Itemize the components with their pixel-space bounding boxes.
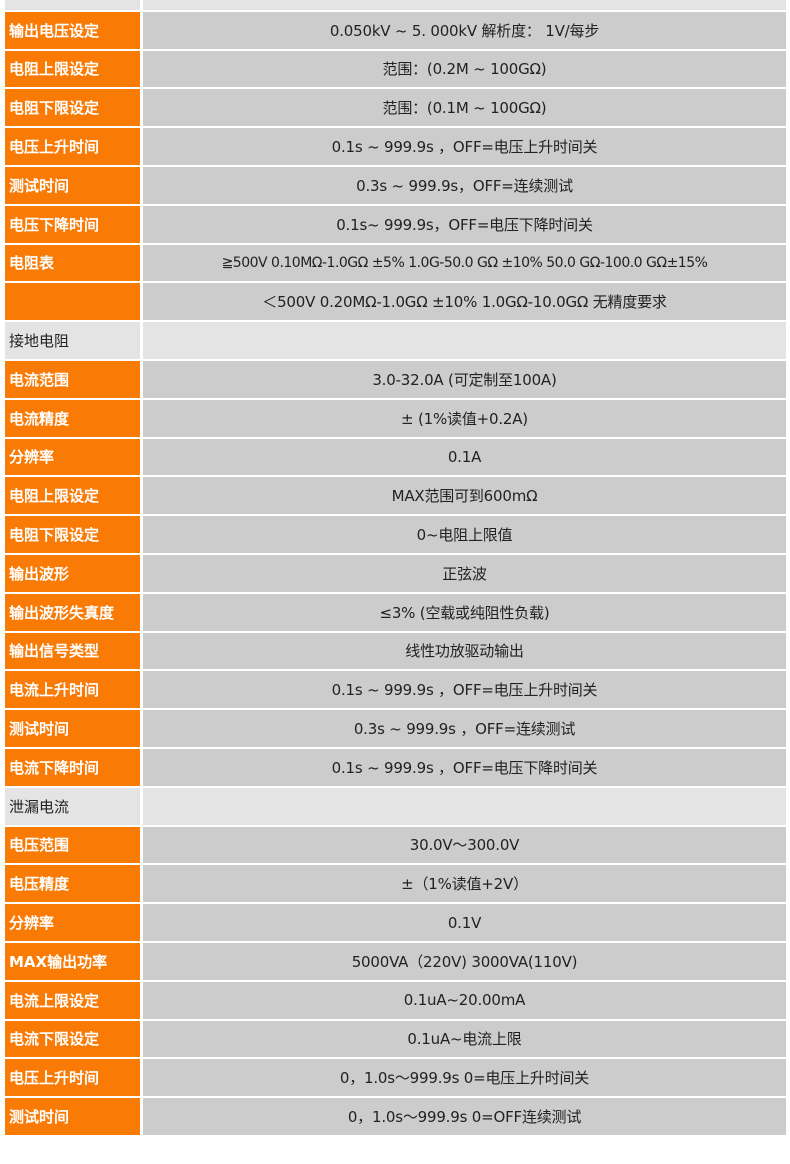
spec-label: 电流范围 [5, 360, 140, 398]
spec-value: 0.3s ~ 999.9s，OFF=连续测试 [143, 166, 786, 204]
spec-value: 0~电阻上限值 [143, 516, 786, 553]
spec-label: 电阻上限设定 [5, 477, 140, 515]
spec-label: 输出波形 [5, 554, 140, 592]
spec-label: 电流精度 [5, 399, 140, 437]
spec-value: 范围：(0.1M ~ 100GΩ) [143, 89, 786, 127]
section-header-row [5, 0, 786, 10]
spec-row: 测试时间 0.3s ~ 999.9s，OFF=连续测试 [5, 166, 786, 204]
spec-table: 输出电压设定 0.050kV ~ 5. 000kV 解析度： 1V/每步 电阻上限设… [5, 0, 786, 1137]
section-header-row: 接地电阻 [5, 322, 786, 359]
spec-row: 输出电压设定 0.050kV ~ 5. 000kV 解析度： 1V/每步 [5, 11, 786, 49]
spec-label: 电阻下限设定 [5, 516, 140, 553]
spec-label: 电阻表 [5, 244, 140, 282]
spec-value: 范围：(0.2M ~ 100GΩ) [143, 50, 786, 88]
spec-row: 输出波形 正弦波 [5, 554, 786, 592]
spec-value: 5000VA（220V) 3000VA(110V) [143, 942, 786, 980]
spec-value: ± (1%读值+0.2A) [143, 399, 786, 437]
spec-label: 输出电压设定 [5, 11, 140, 49]
spec-value: 0.1s ~ 999.9s ，OFF=电压上升时间关 [143, 671, 786, 709]
spec-value [143, 787, 786, 825]
spec-value: 0.050kV ~ 5. 000kV 解析度： 1V/每步 [143, 11, 786, 49]
spec-row: 电流上限设定 0.1uA~20.00mA [5, 981, 786, 1019]
spec-value: 0.1uA~20.00mA [143, 981, 786, 1019]
spec-row: MAX输出功率 5000VA（220V) 3000VA(110V) [5, 942, 786, 980]
spec-value [143, 322, 786, 359]
spec-value: ＜500V 0.20MΩ-1.0GΩ ±10% 1.0GΩ-10.0GΩ 无精度… [143, 283, 786, 321]
spec-value: ≤3% (空载或纯阻性负载) [143, 593, 786, 631]
spec-label [5, 0, 140, 10]
spec-row: ＜500V 0.20MΩ-1.0GΩ ±10% 1.0GΩ-10.0GΩ 无精度… [5, 283, 786, 321]
spec-label: 电流上限设定 [5, 981, 140, 1019]
spec-value: 0.1uA~电流上限 [143, 1020, 786, 1058]
spec-label: MAX输出功率 [5, 942, 140, 980]
section-header-row: 泄漏电流 [5, 787, 786, 825]
spec-value: 0.3s ~ 999.9s ，OFF=连续测试 [143, 710, 786, 747]
spec-row: 电压上升时间 0.1s ~ 999.9s ，OFF=电压上升时间关 [5, 128, 786, 165]
spec-value: 正弦波 [143, 554, 786, 592]
spec-row: 电流范围 3.0-32.0A (可定制至100A) [5, 360, 786, 398]
spec-value: 0.1s~ 999.9s，OFF=电压下降时间关 [143, 205, 786, 243]
spec-row: 测试时间 0.3s ~ 999.9s ，OFF=连续测试 [5, 710, 786, 747]
spec-value: 0.1s ~ 999.9s ，OFF=电压下降时间关 [143, 748, 786, 786]
spec-label: 分辨率 [5, 904, 140, 941]
spec-label: 电流下降时间 [5, 748, 140, 786]
spec-value: ≧500V 0.10MΩ-1.0GΩ ±5% 1.0G-50.0 GΩ ±10%… [143, 244, 786, 282]
spec-label: 测试时间 [5, 1098, 140, 1135]
spec-value: ±（1%读值+2V） [143, 865, 786, 903]
spec-label: 电压上升时间 [5, 1059, 140, 1097]
spec-value: 0.1s ~ 999.9s ，OFF=电压上升时间关 [143, 128, 786, 165]
spec-row: 电阻上限设定 范围：(0.2M ~ 100GΩ) [5, 50, 786, 88]
spec-label: 测试时间 [5, 710, 140, 747]
spec-label: 电压范围 [5, 826, 140, 864]
spec-label: 输出波形失真度 [5, 593, 140, 631]
spec-label: 电流下限设定 [5, 1020, 140, 1058]
spec-row: 电压上升时间 0，1.0s～999.9s 0=电压上升时间关 [5, 1059, 786, 1097]
spec-row: 分辨率 0.1A [5, 438, 786, 476]
spec-label: 电压上升时间 [5, 128, 140, 165]
spec-row: 电流精度 ± (1%读值+0.2A) [5, 399, 786, 437]
spec-value: 0.1V [143, 904, 786, 941]
spec-value: 3.0-32.0A (可定制至100A) [143, 360, 786, 398]
spec-label: 泄漏电流 [5, 787, 140, 825]
spec-value [143, 0, 786, 10]
spec-row: 电流上升时间 0.1s ~ 999.9s ，OFF=电压上升时间关 [5, 671, 786, 709]
spec-label: 测试时间 [5, 166, 140, 204]
spec-row: 电流下降时间 0.1s ~ 999.9s ，OFF=电压下降时间关 [5, 748, 786, 786]
spec-value: 0.1A [143, 438, 786, 476]
spec-row: 电压范围 30.0V～300.0V [5, 826, 786, 864]
spec-row: 电压精度 ±（1%读值+2V） [5, 865, 786, 903]
spec-label: 输出信号类型 [5, 632, 140, 670]
spec-row: 电流下限设定 0.1uA~电流上限 [5, 1020, 786, 1058]
spec-value: MAX范围可到600mΩ [143, 477, 786, 515]
spec-row: 电阻下限设定 0~电阻上限值 [5, 516, 786, 553]
spec-row: 电阻下限设定 范围：(0.1M ~ 100GΩ) [5, 89, 786, 127]
spec-value: 0，1.0s～999.9s 0=电压上升时间关 [143, 1059, 786, 1097]
spec-row: 电压下降时间 0.1s~ 999.9s，OFF=电压下降时间关 [5, 205, 786, 243]
spec-value: 30.0V～300.0V [143, 826, 786, 864]
spec-row: 电阻表 ≧500V 0.10MΩ-1.0GΩ ±5% 1.0G-50.0 GΩ ±… [5, 244, 786, 282]
spec-label: 电压精度 [5, 865, 140, 903]
spec-row: 输出波形失真度 ≤3% (空载或纯阻性负载) [5, 593, 786, 631]
spec-label: 电压下降时间 [5, 205, 140, 243]
spec-label: 电阻下限设定 [5, 89, 140, 127]
spec-label: 电阻上限设定 [5, 50, 140, 88]
spec-row: 电阻上限设定 MAX范围可到600mΩ [5, 477, 786, 515]
spec-row: 分辨率 0.1V [5, 904, 786, 941]
spec-label [5, 283, 140, 321]
spec-value: 0，1.0s～999.9s 0=OFF连续测试 [143, 1098, 786, 1135]
spec-row: 输出信号类型 线性功放驱动输出 [5, 632, 786, 670]
spec-value: 线性功放驱动输出 [143, 632, 786, 670]
spec-label: 接地电阻 [5, 322, 140, 359]
spec-label: 电流上升时间 [5, 671, 140, 709]
spec-row: 测试时间 0，1.0s～999.9s 0=OFF连续测试 [5, 1098, 786, 1135]
spec-label: 分辨率 [5, 438, 140, 476]
